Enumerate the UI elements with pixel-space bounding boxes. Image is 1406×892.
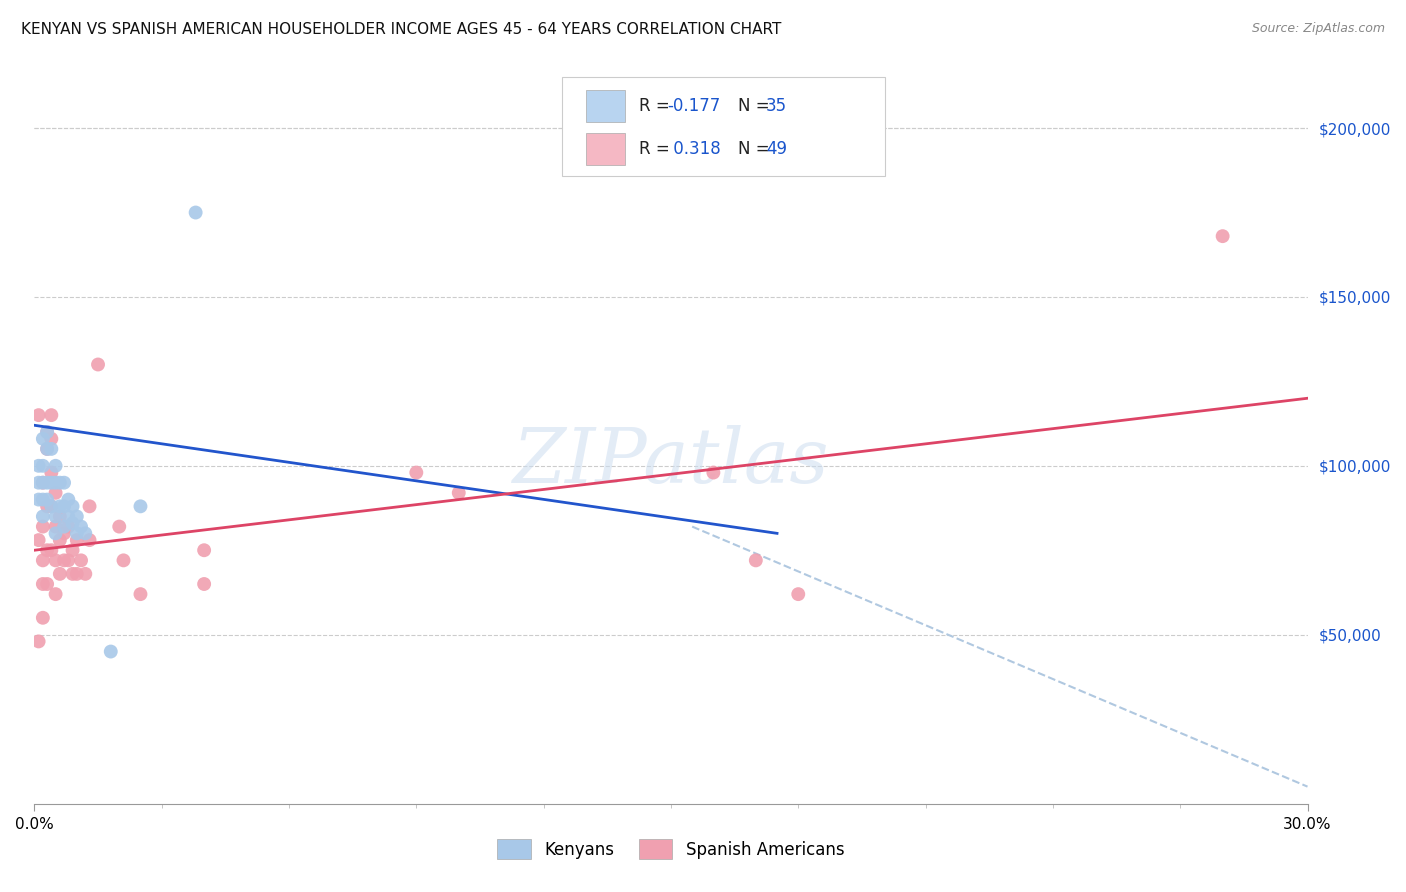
Point	[31, 475, 53, 490]
Point	[45, 509, 67, 524]
Text: -0.177: -0.177	[668, 97, 721, 115]
Point	[1212, 229, 1234, 244]
Point	[193, 543, 215, 558]
Point	[31, 611, 53, 625]
Legend: Kenyans, Spanish Americans: Kenyans, Spanish Americans	[489, 830, 853, 868]
Point	[108, 519, 131, 533]
Point	[58, 553, 80, 567]
Point	[45, 587, 67, 601]
Point	[37, 442, 59, 456]
Point	[75, 566, 97, 581]
Text: N =: N =	[738, 140, 775, 158]
Text: ZIPatlas: ZIPatlas	[513, 425, 830, 500]
Point	[53, 519, 76, 533]
Point	[129, 500, 152, 514]
Point	[70, 519, 93, 533]
Point	[702, 466, 724, 480]
Point	[66, 509, 89, 524]
Point	[112, 553, 135, 567]
Point	[41, 432, 63, 446]
Point	[79, 500, 101, 514]
Point	[75, 526, 97, 541]
Text: 0.318: 0.318	[668, 140, 720, 158]
Point	[49, 500, 72, 514]
Point	[49, 566, 72, 581]
Point	[45, 553, 67, 567]
Point	[41, 475, 63, 490]
Point	[79, 533, 101, 547]
Text: 35: 35	[766, 97, 787, 115]
Point	[184, 205, 207, 219]
Point	[49, 509, 72, 524]
Text: R =: R =	[640, 140, 675, 158]
Point	[27, 492, 49, 507]
Text: 49: 49	[766, 140, 787, 158]
Point	[41, 408, 63, 422]
Point	[45, 519, 67, 533]
Point	[62, 566, 84, 581]
Point	[37, 475, 59, 490]
Point	[37, 425, 59, 439]
Point	[37, 577, 59, 591]
Point	[129, 587, 152, 601]
Point	[45, 485, 67, 500]
Point	[53, 475, 76, 490]
Point	[49, 475, 72, 490]
Point	[45, 526, 67, 541]
Point	[45, 458, 67, 473]
Point	[62, 543, 84, 558]
Point	[31, 553, 53, 567]
Point	[787, 587, 810, 601]
Point	[53, 553, 76, 567]
Point	[62, 516, 84, 531]
Point	[87, 358, 110, 372]
Point	[53, 526, 76, 541]
Point	[27, 475, 49, 490]
Point	[62, 500, 84, 514]
Point	[41, 500, 63, 514]
Point	[41, 442, 63, 456]
Point	[745, 553, 768, 567]
Point	[37, 425, 59, 439]
Point	[66, 526, 89, 541]
Text: Source: ZipAtlas.com: Source: ZipAtlas.com	[1251, 22, 1385, 36]
Point	[27, 634, 49, 648]
Point	[31, 577, 53, 591]
Point	[31, 492, 53, 507]
Point	[41, 466, 63, 480]
Point	[37, 492, 59, 507]
Point	[37, 442, 59, 456]
Point	[58, 509, 80, 524]
Point	[37, 543, 59, 558]
Point	[66, 533, 89, 547]
Point	[100, 644, 122, 658]
Point	[31, 475, 53, 490]
Point	[70, 553, 93, 567]
Point	[53, 500, 76, 514]
Point	[27, 533, 49, 547]
Text: R =: R =	[640, 97, 675, 115]
Point	[27, 408, 49, 422]
Point	[31, 519, 53, 533]
Point	[41, 500, 63, 514]
Point	[31, 432, 53, 446]
Point	[45, 475, 67, 490]
Text: KENYAN VS SPANISH AMERICAN HOUSEHOLDER INCOME AGES 45 - 64 YEARS CORRELATION CHA: KENYAN VS SPANISH AMERICAN HOUSEHOLDER I…	[21, 22, 782, 37]
Point	[405, 466, 427, 480]
Point	[193, 577, 215, 591]
Point	[58, 519, 80, 533]
Point	[31, 458, 53, 473]
Point	[41, 543, 63, 558]
Point	[447, 485, 470, 500]
Point	[27, 458, 49, 473]
Point	[58, 492, 80, 507]
Point	[49, 533, 72, 547]
Point	[66, 566, 89, 581]
Text: N =: N =	[738, 97, 775, 115]
Point	[37, 500, 59, 514]
Point	[31, 509, 53, 524]
